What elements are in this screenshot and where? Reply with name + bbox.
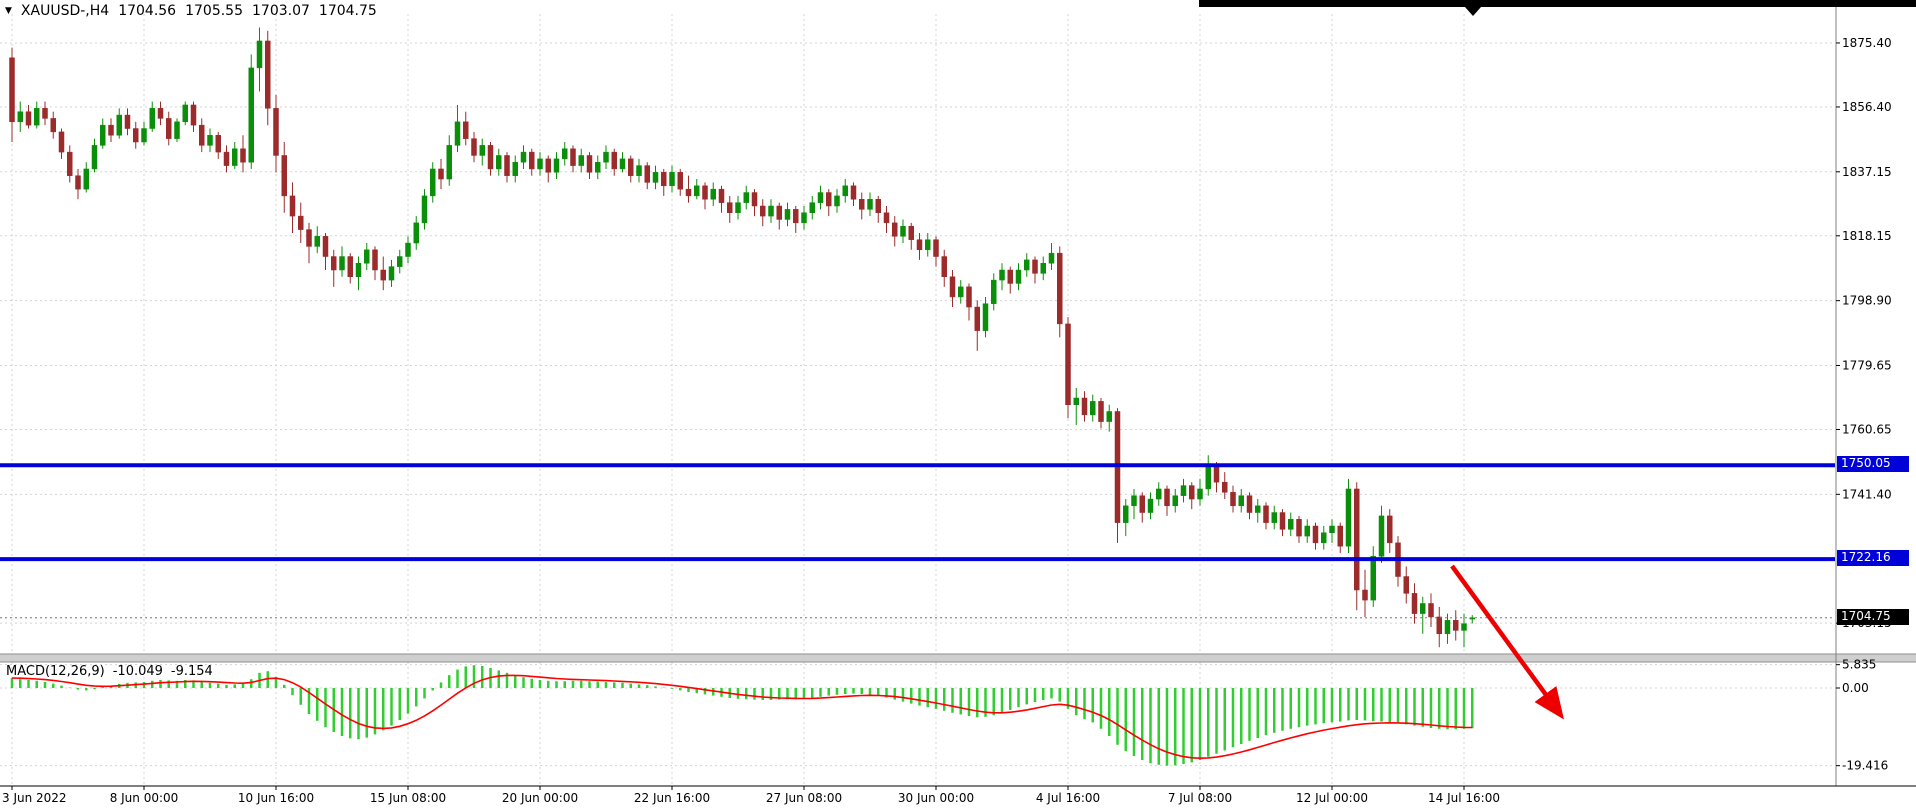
svg-text:8 Jun 00:00: 8 Jun 00:00 (110, 791, 179, 805)
top-border-strip (1199, 0, 1916, 7)
macd-histogram (10, 665, 1474, 766)
ohlc-open: 1704.56 (118, 3, 177, 19)
svg-text:0.00: 0.00 (1842, 681, 1869, 695)
svg-text:3 Jun 2022: 3 Jun 2022 (2, 791, 67, 805)
ohlc-low: 1703.07 (252, 3, 310, 19)
svg-text:10 Jun 16:00: 10 Jun 16:00 (238, 791, 314, 805)
chart-shift-marker-icon[interactable] (1465, 7, 1481, 16)
svg-text:7 Jul 08:00: 7 Jul 08:00 (1168, 791, 1232, 805)
svg-text:-19.416: -19.416 (1842, 759, 1888, 773)
svg-text:20 Jun 00:00: 20 Jun 00:00 (502, 791, 578, 805)
chart-title: ▼ XAUUSD-,H4 1704.56 1705.55 1703.07 170… (5, 3, 377, 19)
symbol-timeframe-label: XAUUSD-,H4 (20, 3, 110, 19)
indicator-name: MACD(12,26,9) (6, 664, 105, 679)
svg-text:27 Jun 08:00: 27 Jun 08:00 (766, 791, 842, 805)
down-arrow-annotation[interactable] (1450, 564, 1564, 720)
svg-text:1741.40: 1741.40 (1842, 487, 1892, 501)
ohlc-high: 1705.55 (185, 3, 243, 19)
resistance-price-tag[interactable]: 1750.05 (1837, 456, 1909, 473)
candlestick-series[interactable] (9, 27, 1475, 648)
svg-text:5.835: 5.835 (1842, 658, 1876, 672)
svg-text:1760.65: 1760.65 (1842, 422, 1892, 436)
horizontal-level-lines[interactable] (0, 463, 1835, 562)
svg-text:14 Jul 16:00: 14 Jul 16:00 (1428, 791, 1500, 805)
svg-text:22 Jun 16:00: 22 Jun 16:00 (634, 791, 710, 805)
svg-text:12 Jul 00:00: 12 Jul 00:00 (1296, 791, 1368, 805)
svg-text:15 Jun 08:00: 15 Jun 08:00 (370, 791, 446, 805)
svg-text:4 Jul 16:00: 4 Jul 16:00 (1036, 791, 1100, 805)
macd-signal-line (11, 674, 1473, 760)
svg-text:1798.90: 1798.90 (1842, 294, 1892, 308)
svg-text:1779.65: 1779.65 (1842, 358, 1892, 372)
current-price-tag: 1704.75 (1837, 608, 1909, 625)
time-axis[interactable]: 3 Jun 2022 8 Jun 00:00 10 Jun 16:00 15 Jun … (2, 786, 1500, 805)
svg-text:1837.15: 1837.15 (1842, 165, 1892, 179)
support-price-tag[interactable]: 1722.16 (1837, 550, 1909, 567)
svg-text:1856.40: 1856.40 (1842, 100, 1892, 114)
svg-text:1818.15: 1818.15 (1842, 229, 1892, 243)
indicator-value: -10.049 (112, 664, 163, 679)
svg-text:30 Jun 00:00: 30 Jun 00:00 (898, 791, 974, 805)
pane-separator[interactable] (0, 653, 1916, 663)
indicator-signal-value: -9.154 (170, 664, 213, 679)
ohlc-close: 1704.75 (318, 3, 377, 19)
indicator-label: MACD(12,26,9) -10.049 -9.154 (6, 664, 213, 679)
chart-menu-icon[interactable]: ▼ (5, 6, 12, 16)
svg-text:1875.40: 1875.40 (1842, 36, 1892, 50)
